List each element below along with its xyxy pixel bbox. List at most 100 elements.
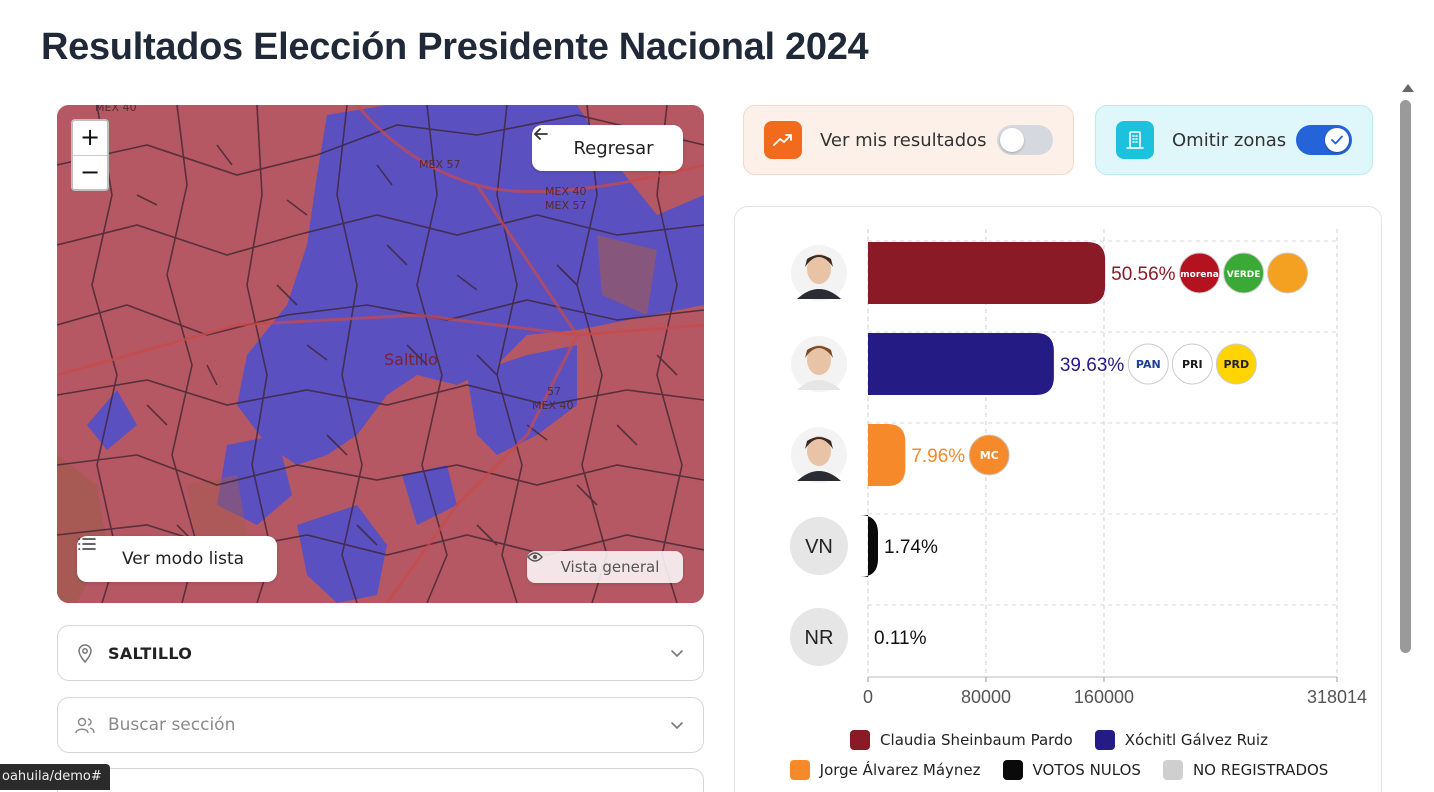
legend-item[interactable]: Xóchitl Gálvez Ruiz <box>1094 730 1268 750</box>
legend-swatch <box>1162 760 1183 780</box>
party-logo-icon <box>1223 252 1265 294</box>
bar-4 <box>860 515 878 577</box>
chevron-down-icon <box>667 643 687 663</box>
zoom-control: + − <box>71 119 109 191</box>
legend-item[interactable]: NO REGISTRADOS <box>1162 760 1329 780</box>
legend-swatch <box>1094 730 1115 750</box>
seccion-select[interactable]: Buscar sección <box>57 697 704 753</box>
map-terrain <box>597 235 657 315</box>
bar-chart: 0 80000 160000 318014 50.56% morena VERDE 39.63… <box>790 229 1367 707</box>
legend-swatch <box>1002 760 1023 780</box>
candidate-face <box>807 436 831 466</box>
list-mode-button[interactable]: Ver modo lista <box>77 536 277 582</box>
party-logo-label: VERDE <box>1227 270 1261 280</box>
party-logo-label: PAN <box>1136 358 1161 371</box>
legend-label: NO REGISTRADOS <box>1192 761 1329 779</box>
legend-item[interactable]: VOTOS NULOS <box>1002 760 1141 780</box>
results-toggle-card[interactable]: Ver mis resultados <box>743 105 1074 175</box>
map-canvas[interactable]: Saltillo MEX 40 MEX 57 MEX 40 MEX 57 57 … <box>57 105 704 603</box>
map-terrain <box>187 475 247 545</box>
legend-item[interactable]: Jorge Álvarez Máynez <box>789 760 981 780</box>
building-icon <box>1116 121 1154 159</box>
candidate-shoulders <box>797 380 841 390</box>
back-button-label: Regresar <box>573 137 654 159</box>
check-icon <box>1331 135 1343 145</box>
legend-swatch <box>789 760 810 780</box>
legend-item[interactable]: Claudia Sheinbaum Pardo <box>850 730 1073 750</box>
municipio-value: SALTILLO <box>108 643 193 663</box>
chevron-down-icon <box>667 715 687 735</box>
party-logo-icon <box>1127 343 1169 385</box>
zoom-in-button[interactable]: + <box>79 123 101 151</box>
results-toggle-label: Ver mis resultados <box>820 129 987 151</box>
toggle-knob <box>1325 128 1349 152</box>
party-logo-icon <box>1215 343 1257 385</box>
seccion-placeholder: Buscar sección <box>108 715 236 735</box>
legend-swatch <box>850 730 871 750</box>
map-zone-blue <box>87 390 137 450</box>
location-pin-icon <box>74 642 96 664</box>
map-road-label: MEX 40 <box>545 185 586 198</box>
candidate-hair <box>805 255 833 267</box>
map-road-label: MEX 40 <box>532 399 573 412</box>
legend-label: Jorge Álvarez Máynez <box>819 761 981 779</box>
zoom-out-button[interactable]: − <box>73 155 107 189</box>
back-button[interactable]: Regresar <box>532 125 683 171</box>
avatar-initials: NR <box>805 627 834 649</box>
candidate-face <box>807 254 831 284</box>
bar-3 <box>868 424 906 486</box>
map-road-label: MEX 40 <box>95 105 136 114</box>
results-map[interactable]: Saltillo MEX 40 MEX 57 MEX 40 MEX 57 57 … <box>57 105 704 603</box>
additional-select[interactable] <box>57 768 704 792</box>
party-logo-icon <box>1171 343 1213 385</box>
legend-label: VOTOS NULOS <box>1032 761 1141 779</box>
legend-label: Claudia Sheinbaum Pardo <box>880 731 1073 749</box>
legend-label: Xóchitl Gálvez Ruiz <box>1124 731 1268 749</box>
results-chart: 0 80000 160000 318014 50.56% morena VERDE 39.63… <box>734 206 1382 792</box>
avatar <box>790 517 848 575</box>
zones-toggle-label: Omitir zonas <box>1172 129 1287 151</box>
map-road-label: MEX 57 <box>419 158 460 171</box>
municipio-select[interactable]: SALTILLO <box>57 625 704 681</box>
general-view-button[interactable]: Vista general <box>527 551 683 583</box>
general-view-label: Vista general <box>560 558 660 576</box>
party-logo-icon <box>1179 252 1221 294</box>
bar-value-label: 39.63% <box>1060 355 1125 376</box>
map-city-label: Saltillo <box>384 350 438 369</box>
avatar-initials: VN <box>805 536 833 558</box>
map-zone-blue <box>402 465 457 525</box>
bar-value-label: 1.74% <box>884 537 938 558</box>
bar-value-label: 50.56% <box>1111 264 1176 285</box>
scrollbar-thumb[interactable] <box>1400 100 1411 653</box>
party-logo-label: PRD <box>1223 358 1249 371</box>
x-tick-label: 80000 <box>961 687 1011 707</box>
zones-toggle-card[interactable]: Omitir zonas <box>1095 105 1373 175</box>
candidate-shoulders <box>797 289 841 299</box>
map-roads <box>57 105 704 603</box>
bar-value-label: 7.96% <box>911 446 965 467</box>
status-url-tooltip: oahuila/demo# <box>0 764 110 790</box>
bar-value-label: 0.11% <box>874 628 927 649</box>
map-section-borders <box>57 105 704 603</box>
candidate-hair <box>805 346 833 358</box>
trending-up-icon <box>764 121 802 159</box>
scroll-up-arrow-icon[interactable] <box>1402 84 1414 92</box>
x-tick-label: 318014 <box>1307 687 1367 707</box>
x-tick-label: 160000 <box>1074 687 1134 707</box>
x-tick-label: 0 <box>863 687 873 707</box>
avatar <box>790 608 848 666</box>
candidate-hair <box>805 437 833 449</box>
bar-1 <box>868 242 1106 304</box>
bar-2 <box>868 333 1054 395</box>
zones-toggle-switch[interactable] <box>1296 125 1352 155</box>
candidate-shoulders <box>797 471 841 481</box>
page-scrollbar[interactable] <box>1398 82 1418 792</box>
party-logo-label: PRI <box>1182 358 1203 371</box>
chart-legend-row: Claudia Sheinbaum Pardo Xóchitl Gálvez R… <box>735 730 1381 750</box>
party-logo-icon <box>968 434 1010 476</box>
map-road-label: MEX 57 <box>545 199 586 212</box>
map-road-label: 57 <box>547 385 561 398</box>
results-toggle-switch[interactable] <box>997 125 1053 155</box>
toggle-knob <box>1000 128 1024 152</box>
page-title: Resultados Elección Presidente Nacional … <box>41 26 869 68</box>
